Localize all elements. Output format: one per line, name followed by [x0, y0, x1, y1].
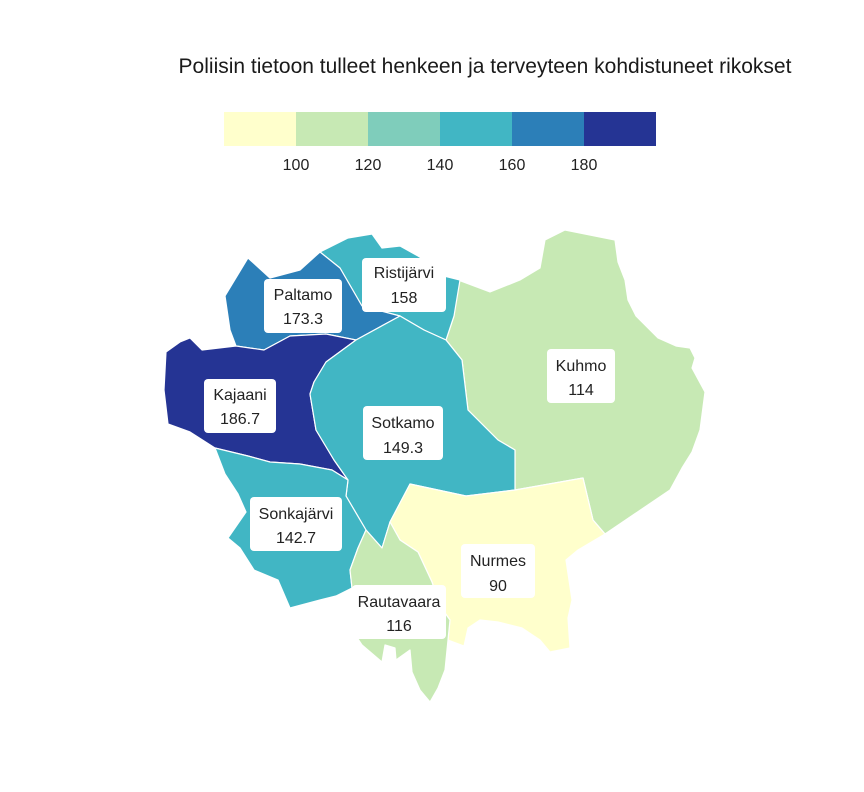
legend: 100 120 140 160 180: [224, 112, 656, 174]
label-ristijarvi-name: Ristijärvi: [374, 265, 434, 282]
label-nurmes-value: 90: [489, 578, 507, 595]
legend-tick-120: 120: [355, 157, 382, 174]
legend-swatch-2: [296, 112, 368, 146]
label-kajaani-name: Kajaani: [213, 387, 266, 404]
label-ristijarvi: Ristijärvi 158: [362, 258, 446, 312]
label-rautavaara-value: 116: [386, 618, 412, 635]
label-sonkajarvi-value: 142.7: [276, 530, 316, 547]
region-labels: Paltamo 173.3 Ristijärvi 158 Kajaani 186…: [204, 258, 615, 639]
legend-swatch-4: [440, 112, 512, 146]
label-sotkamo-value: 149.3: [383, 440, 423, 457]
legend-tick-160: 160: [499, 157, 526, 174]
label-sonkajarvi-name: Sonkajärvi: [259, 506, 334, 523]
label-sotkamo: Sotkamo 149.3: [363, 406, 443, 460]
label-kuhmo-value: 114: [568, 382, 594, 399]
label-kajaani: Kajaani 186.7: [204, 379, 276, 433]
label-kuhmo-name: Kuhmo: [556, 358, 607, 375]
label-rautavaara: Rautavaara 116: [352, 585, 446, 639]
label-paltamo-value: 173.3: [283, 311, 323, 328]
legend-swatch-6: [584, 112, 656, 146]
label-ristijarvi-value: 158: [391, 290, 418, 307]
label-nurmes: Nurmes 90: [461, 544, 535, 598]
label-sotkamo-name: Sotkamo: [371, 415, 434, 432]
legend-swatch-3: [368, 112, 440, 146]
label-kajaani-value: 186.7: [220, 411, 260, 428]
legend-tick-100: 100: [283, 157, 310, 174]
label-nurmes-name: Nurmes: [470, 553, 526, 570]
legend-tick-140: 140: [427, 157, 454, 174]
legend-swatch-5: [512, 112, 584, 146]
label-paltamo: Paltamo 173.3: [264, 279, 342, 333]
label-rautavaara-name: Rautavaara: [358, 594, 441, 611]
map-title: Poliisin tietoon tulleet henkeen ja terv…: [178, 55, 792, 78]
label-kuhmo: Kuhmo 114: [547, 349, 615, 403]
label-sonkajarvi: Sonkajärvi 142.7: [250, 497, 342, 551]
label-paltamo-name: Paltamo: [274, 287, 333, 304]
legend-tick-180: 180: [571, 157, 598, 174]
legend-swatch-1: [224, 112, 296, 146]
